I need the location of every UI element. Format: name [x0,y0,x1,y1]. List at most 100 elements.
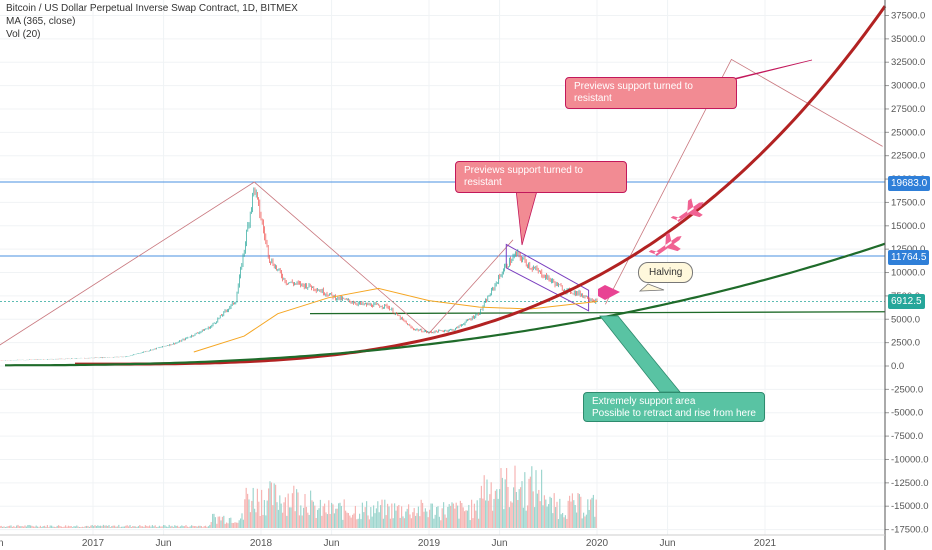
annotation-support[interactable]: Extremely support area Possible to retra… [583,392,765,422]
volume-bar [289,507,291,528]
volume-bar [556,501,558,528]
volume-bar [91,525,93,528]
volume-bar [255,512,257,528]
y-tick-label: 15000.0 [891,221,925,232]
volume-bar [252,487,254,528]
volume-bar [275,484,277,528]
volume-bar [272,505,274,528]
volume-bar [284,497,286,528]
volume-bar [486,479,488,528]
symbol-title[interactable]: Bitcoin / US Dollar Perpetual Inverse Sw… [6,3,298,14]
annotation-resistant-top[interactable]: Previews support turned to resistant [565,77,737,109]
volume-bar [122,526,124,528]
volume-bar [315,517,317,528]
volume-bar [524,472,526,528]
volume-bar [591,497,593,528]
volume-bar [550,497,552,528]
volume-bar [153,526,155,528]
ma-indicator-label[interactable]: MA (365, close) [6,16,76,27]
volume-bar [475,510,477,528]
volume-bar [424,508,426,528]
volume-bar [434,514,436,528]
volume-bar [308,514,310,528]
volume-bar [490,482,492,528]
volume-bar [333,513,335,528]
y-tick-label: 10000.0 [891,268,925,279]
volume-bar [359,513,361,528]
volume-bar [217,516,219,528]
volume-bar [541,469,543,528]
volume-bar [11,526,13,528]
volume-bar [567,500,569,528]
volume-bar [318,508,320,528]
volume-bar [448,504,450,528]
y-tick-label: -5000.0 [891,408,923,419]
volume-bar [392,518,394,528]
volume-bar [420,499,422,528]
volume-bar [108,525,110,528]
volume-bar [585,514,587,528]
volume-bar [198,525,200,528]
volume-bar [454,508,456,528]
volume-bar [594,516,596,528]
volume-bar [469,520,471,528]
volume-bar [444,514,446,528]
volume-bar [478,518,480,528]
volume-bar [385,515,387,528]
volume-bar [228,518,230,528]
volume-bar [56,525,58,528]
volume-bar [185,525,187,528]
volume-bar [101,526,103,528]
volume-indicator-label[interactable]: Vol (20) [6,29,41,40]
x-axis[interactable]: Jun 2017 Jun 2018 Jun 2019 Jun 2020 Jun 2021 [0,534,885,549]
volume-bar [88,526,90,528]
volume-bar [515,491,517,528]
volume-bar [588,509,590,528]
volume-bar [501,477,503,528]
volume-bar [212,513,214,528]
annotation-resistant-mid[interactable]: Previews support turned to resistant [455,161,627,193]
volume-bar [133,526,135,528]
volume-bar [300,505,302,528]
volume-bar [65,525,67,528]
volume-bar [13,526,15,528]
volume-bar [55,527,57,528]
volume-bar [310,490,312,528]
volume-bars [0,465,597,528]
halving-callout[interactable]: Halving [638,262,694,283]
volume-bar [343,499,345,528]
volume-bar [282,512,284,528]
volume-bar [291,493,293,528]
volume-bar [17,524,19,528]
volume-bar [574,505,576,528]
volume-bar [126,525,128,528]
volume-bar [566,518,568,528]
volume-bar [200,526,202,528]
y-tick-label: -10000.0 [891,454,929,465]
volume-bar [286,515,288,528]
volume-bar [443,502,445,528]
volume-bar [332,504,334,528]
volume-bar [497,498,499,528]
volume-bar [2,526,4,528]
volume-bar [6,526,8,528]
y-tick-label: 5000.0 [891,314,920,325]
volume-bar [63,526,65,528]
y-tick-label: -2500.0 [891,384,923,395]
y-tick-label: -15000.0 [891,501,929,512]
volume-bar [305,506,307,528]
volume-bar [191,525,193,528]
volume-bar [499,489,501,528]
y-axis[interactable]: 37500.0 35000.0 32500.0 30000.0 27500.0 25000… [884,0,929,550]
volume-bar [240,518,242,528]
volume-bar [156,526,158,528]
volume-bar [265,515,267,528]
volume-bar [415,515,417,528]
volume-bar [210,521,212,528]
volume-bar [132,526,134,528]
volume-bar [563,517,565,528]
volume-bar [160,526,162,528]
volume-bar [517,500,519,528]
volume-bar [538,489,540,528]
